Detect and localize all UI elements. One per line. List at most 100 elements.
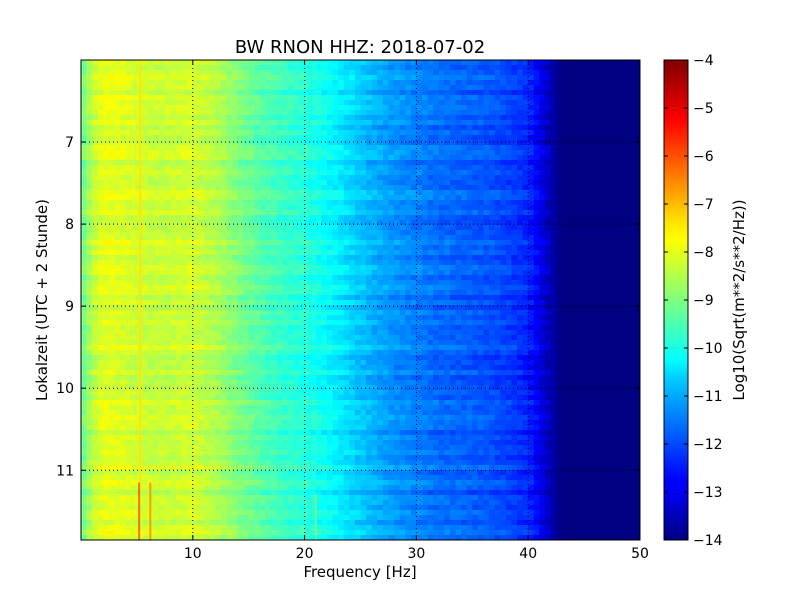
heatmap-cell <box>595 145 602 151</box>
heatmap-cell <box>612 195 619 201</box>
heatmap-cell <box>176 275 183 281</box>
heatmap-cell <box>477 270 485 276</box>
heatmap-cell <box>304 85 311 91</box>
heatmap-cell <box>198 245 205 251</box>
heatmap-cell <box>254 265 261 271</box>
heatmap-cell <box>304 235 311 241</box>
heatmap-cell <box>97 85 104 91</box>
heatmap-cell <box>483 195 490 201</box>
heatmap-cell <box>489 165 496 171</box>
heatmap-cell <box>533 165 540 171</box>
heatmap-cell <box>120 265 127 271</box>
heatmap-cell <box>366 290 373 296</box>
heatmap-cell <box>544 95 552 101</box>
heatmap-cell <box>477 80 485 86</box>
heatmap-cell <box>360 60 367 66</box>
heatmap-cell <box>388 210 395 216</box>
heatmap-cell <box>271 185 278 191</box>
heatmap-cell <box>287 205 295 211</box>
heatmap-cell <box>97 160 104 166</box>
heatmap-cell <box>455 75 462 81</box>
heatmap-cell <box>522 285 529 291</box>
heatmap-cell <box>377 160 384 166</box>
heatmap-cell <box>483 230 490 236</box>
heatmap-cell <box>405 280 412 286</box>
heatmap-cell <box>511 90 518 96</box>
heatmap-cell <box>203 215 211 221</box>
heatmap-cell <box>254 140 261 146</box>
heatmap-cell <box>449 190 457 196</box>
heatmap-cell <box>243 60 250 66</box>
heatmap-cell <box>572 95 580 101</box>
heatmap-cell <box>354 240 362 246</box>
heatmap-cell <box>81 80 88 86</box>
heatmap-cell <box>215 270 222 276</box>
heatmap-cell <box>108 275 116 281</box>
heatmap-cell <box>472 260 479 266</box>
heatmap-cell <box>617 60 624 66</box>
heatmap-cell <box>131 85 138 91</box>
heatmap-cell <box>528 70 535 76</box>
heatmap-cell <box>97 250 104 256</box>
heatmap-cell <box>226 155 233 161</box>
heatmap-cell <box>416 85 423 91</box>
heatmap-cell <box>371 130 378 136</box>
heatmap-cell <box>477 195 485 201</box>
heatmap-cell <box>203 160 211 166</box>
heatmap-cell <box>617 100 624 106</box>
heatmap-cell <box>176 295 183 301</box>
heatmap-cell <box>449 135 457 141</box>
heatmap-cell <box>606 150 613 156</box>
heatmap-cell <box>92 250 99 256</box>
heatmap-cell <box>427 180 434 186</box>
heatmap-cell <box>293 140 300 146</box>
heatmap-cell <box>427 90 434 96</box>
heatmap-cell <box>254 210 261 216</box>
heatmap-cell <box>433 300 440 306</box>
heatmap-cell <box>623 300 630 306</box>
heatmap-cell <box>617 140 624 146</box>
heatmap-cell <box>366 205 373 211</box>
heatmap-cell <box>287 80 295 86</box>
heatmap-cell <box>556 110 563 116</box>
heatmap-cell <box>170 95 177 101</box>
heatmap-cell <box>466 245 473 251</box>
heatmap-cell <box>617 70 624 76</box>
heatmap-cell <box>360 285 367 291</box>
heatmap-cell <box>215 200 222 206</box>
heatmap-cell <box>92 270 99 276</box>
heatmap-cell <box>153 175 160 181</box>
heatmap-cell <box>505 220 513 226</box>
heatmap-cell <box>148 165 155 171</box>
heatmap-cell <box>433 185 440 191</box>
heatmap-cell <box>131 250 138 256</box>
heatmap-cell <box>192 85 199 91</box>
heatmap-cell <box>187 290 194 296</box>
heatmap-cell <box>243 65 250 71</box>
heatmap-cell <box>86 60 93 66</box>
heatmap-cell <box>394 270 401 276</box>
heatmap-cell <box>528 230 535 236</box>
heatmap-cell <box>483 235 490 241</box>
heatmap-cell <box>461 60 468 66</box>
heatmap-cell <box>153 85 160 91</box>
heatmap-cell <box>561 215 568 221</box>
heatmap-cell <box>612 265 619 271</box>
heatmap-cell <box>192 160 199 166</box>
heatmap-cell <box>287 145 295 151</box>
heatmap-cell <box>377 205 384 211</box>
heatmap-cell <box>354 275 362 281</box>
heatmap-cell <box>461 190 468 196</box>
heatmap-cell <box>572 175 580 181</box>
heatmap-cell <box>421 130 429 136</box>
heatmap-cell <box>203 80 211 86</box>
heatmap-cell <box>220 125 227 131</box>
heatmap-cell <box>192 205 199 211</box>
heatmap-cell <box>310 265 317 271</box>
heatmap-cell <box>528 280 535 286</box>
heatmap-cell <box>304 215 311 221</box>
heatmap-cell <box>472 305 479 311</box>
heatmap-cell <box>567 70 574 76</box>
heatmap-cell <box>394 300 401 306</box>
heatmap-cell <box>259 120 267 126</box>
